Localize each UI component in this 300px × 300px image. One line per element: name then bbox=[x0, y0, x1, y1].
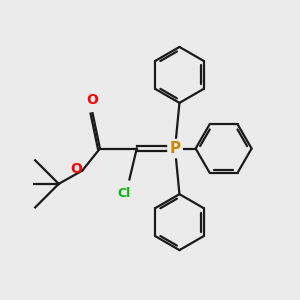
Text: Cl: Cl bbox=[118, 187, 131, 200]
Text: P: P bbox=[169, 141, 181, 156]
Text: O: O bbox=[70, 162, 82, 176]
Text: O: O bbox=[87, 93, 98, 107]
